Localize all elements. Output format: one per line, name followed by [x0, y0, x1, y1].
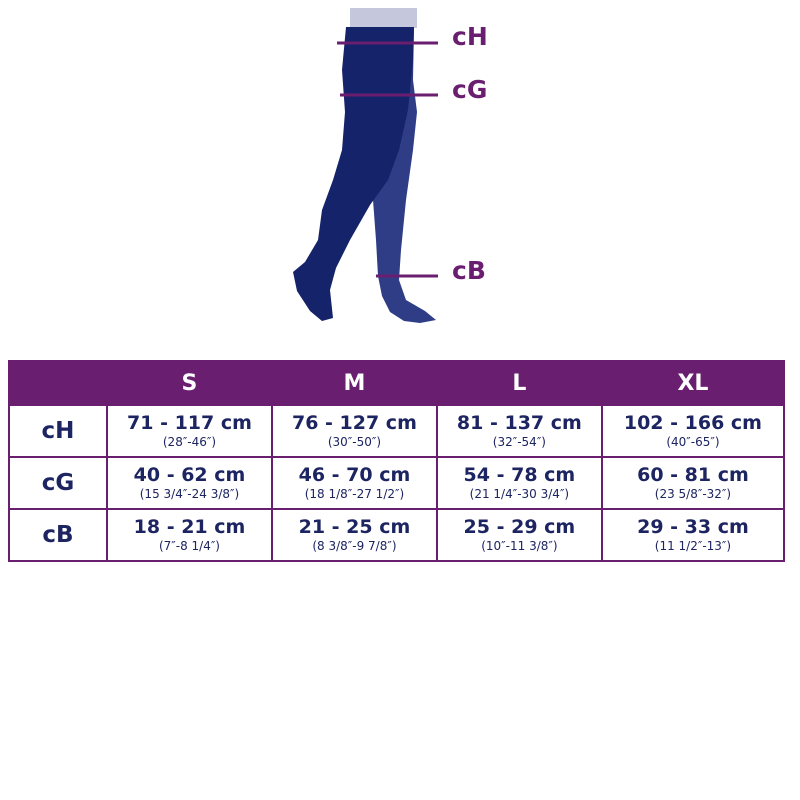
table-cell: 102 - 166 cm (40″-65″) [600, 404, 786, 458]
header-size-l: L [435, 360, 603, 406]
header-size-xl: XL [600, 360, 786, 406]
table-row: cG 40 - 62 cm (15 3/4″-24 3/8″) 46 - 70 cm(… [8, 456, 786, 510]
table-cell: 60 - 81 cm (23 5/8″-32″) [600, 456, 786, 510]
cm-range: 76 - 127 cm [291, 411, 417, 434]
front-leg [293, 27, 414, 321]
cm-range: 29 - 33 cm [637, 515, 749, 538]
header-row: S M L XL [8, 360, 786, 406]
row-label: cH [8, 404, 108, 458]
inch-range: (32″-54″) [492, 434, 546, 449]
inch-range: (30″-50″) [327, 434, 382, 449]
waistband [350, 8, 417, 28]
inch-range: (7″-8 1/4″) [158, 538, 220, 553]
cm-range: 18 - 21 cm [133, 515, 246, 538]
inch-range: (21 1/4″-30 3/4″) [469, 486, 570, 501]
cm-range: 81 - 137 cm [456, 411, 582, 434]
stocking-illustration [293, 8, 438, 323]
measure-label-cH: cH [452, 22, 488, 51]
cm-range: 54 - 78 cm [463, 463, 576, 486]
inch-range: (10″-11 3/8″) [481, 538, 558, 553]
cm-range: 60 - 81 cm [637, 463, 749, 486]
table-cell: 71 - 117 cm (28″-46″) [106, 404, 273, 458]
inch-range: (40″-65″) [666, 434, 720, 449]
table-cell: 40 - 62 cm (15 3/4″-24 3/8″) [106, 456, 273, 510]
cm-range: 21 - 25 cm [298, 515, 411, 538]
table-cell: 46 - 70 cm (18 1/8″-27 1/2″) [270, 456, 438, 510]
cm-range: 25 - 29 cm [463, 515, 576, 538]
cm-range: 40 - 62 cm [133, 463, 246, 486]
inch-range: (18 1/8″-27 1/2″) [304, 486, 405, 501]
table-cell: 54 - 78 cm (21 1/4″-30 3/4″) [435, 456, 603, 510]
table-cell: 76 - 127 cm (30″-50″) [270, 404, 438, 458]
inch-range: (23 5/8″-32″) [654, 486, 732, 501]
inch-range: (8 3/8″-9 7/8″) [312, 538, 397, 553]
table-cell: 29 - 33 cm (11 1/2″-13″) [600, 508, 786, 562]
cm-range: 102 - 166 cm [623, 411, 762, 434]
row-label: cB [8, 508, 108, 562]
measure-label-cB: cB [452, 256, 486, 285]
table-row: cH 71 - 117 cm (28″-46″) 76 - 127 cm (30″-50… [8, 404, 786, 458]
cm-range: 71 - 117 cm [127, 411, 252, 434]
inch-range: (15 3/4″-24 3/8″) [139, 486, 240, 501]
size-chart-table: S M L XL cH 71 - 117 cm (28″-46″) 76 - 127 … [8, 360, 786, 562]
header-size-m: M [270, 360, 438, 406]
measure-label-cG: cG [452, 75, 488, 104]
table-cell: 25 - 29 cm (10″-11 3/8″) [435, 508, 603, 562]
table-cell: 18 - 21 cm (7″-8 1/4″) [106, 508, 273, 562]
header-size-s: S [106, 360, 273, 406]
table-cell: 81 - 137 cm (32″-54″) [435, 404, 603, 458]
table-cell: 21 - 25 cm (8 3/8″-9 7/8″) [270, 508, 438, 562]
back-leg [373, 27, 436, 323]
header-corner [8, 360, 108, 406]
cm-range: 46 - 70 cm [298, 463, 411, 486]
table-row: cB 18 - 21 cm (7″-8 1/4″) 21 - 25 cm (8 3/8″… [8, 508, 786, 562]
row-label: cG [8, 456, 108, 510]
inch-range: (11 1/2″-13″) [654, 538, 732, 553]
inch-range: (28″-46″) [162, 434, 217, 449]
